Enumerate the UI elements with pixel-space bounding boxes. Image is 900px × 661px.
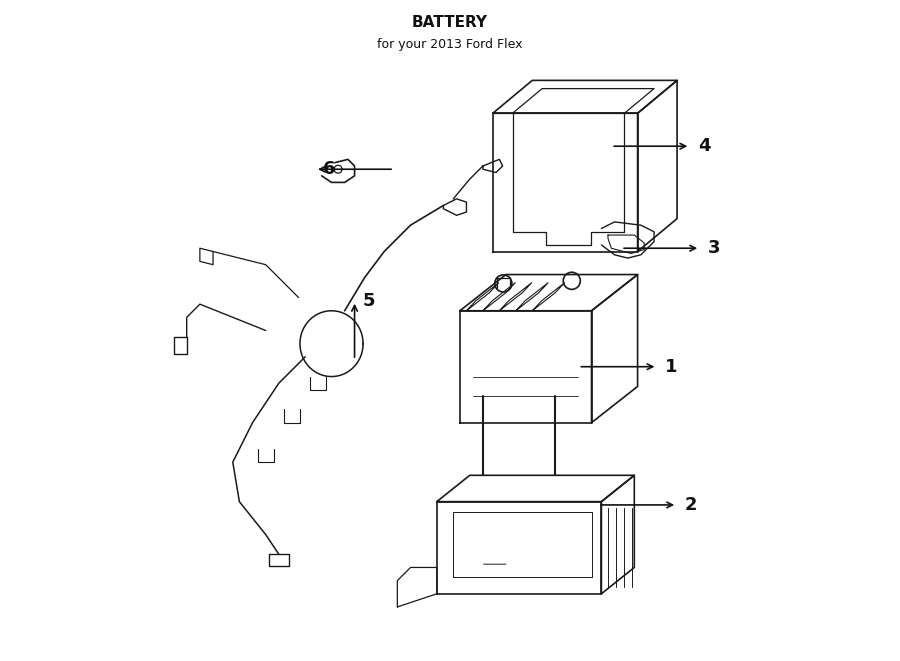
Text: 5: 5 (363, 292, 375, 310)
Text: for your 2013 Ford Flex: for your 2013 Ford Flex (377, 38, 523, 51)
Text: 3: 3 (708, 239, 721, 257)
Text: 2: 2 (685, 496, 698, 514)
Text: BATTERY: BATTERY (412, 15, 488, 30)
Text: 6: 6 (323, 160, 336, 178)
Text: 4: 4 (698, 137, 711, 155)
Text: 1: 1 (665, 358, 678, 375)
